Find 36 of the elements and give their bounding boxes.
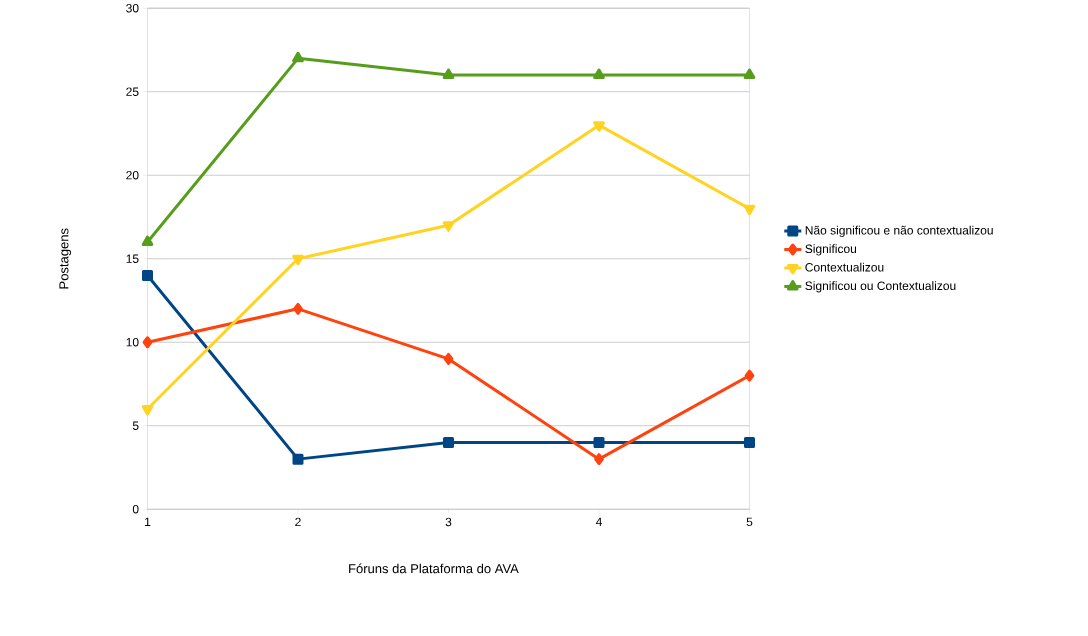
point	[443, 352, 454, 365]
point	[292, 453, 304, 465]
y-tick-label: 0	[132, 504, 139, 514]
legend-label: Significou ou Contextualizou	[805, 281, 956, 293]
point	[142, 269, 153, 281]
legend-label: Não significou e não contextualizou	[805, 225, 993, 237]
point	[292, 51, 304, 63]
point	[594, 453, 604, 466]
legend-label: Significou	[805, 244, 857, 256]
y-tick-label: 25	[126, 87, 139, 96]
point	[593, 436, 605, 448]
y-tick-label: 10	[126, 337, 139, 347]
y-tick-label: 20	[126, 170, 139, 180]
x-tick-label: 1	[145, 517, 151, 526]
point	[442, 221, 455, 232]
point	[744, 369, 755, 382]
x-tick-label: 2	[295, 517, 301, 526]
x-tick-label: 5	[746, 517, 753, 526]
point	[744, 436, 755, 448]
point	[292, 254, 304, 266]
y-tick-label: 5	[132, 421, 139, 430]
point	[443, 436, 454, 448]
x-tick-label: 3	[445, 517, 452, 527]
legend-label: Contextualizou	[805, 262, 884, 272]
point	[593, 68, 605, 79]
y-tick-label: 15	[126, 254, 139, 263]
x-tick-label: 4	[595, 517, 602, 526]
x-axis-title: Fóruns da Plataforma do AVA	[349, 563, 519, 574]
point	[293, 302, 303, 315]
point	[141, 235, 154, 246]
y-tick-label: 30	[126, 3, 139, 13]
y-axis-title: Postagens	[59, 228, 72, 289]
point	[141, 404, 154, 416]
point	[142, 336, 153, 349]
point	[442, 68, 455, 79]
point	[743, 68, 756, 79]
